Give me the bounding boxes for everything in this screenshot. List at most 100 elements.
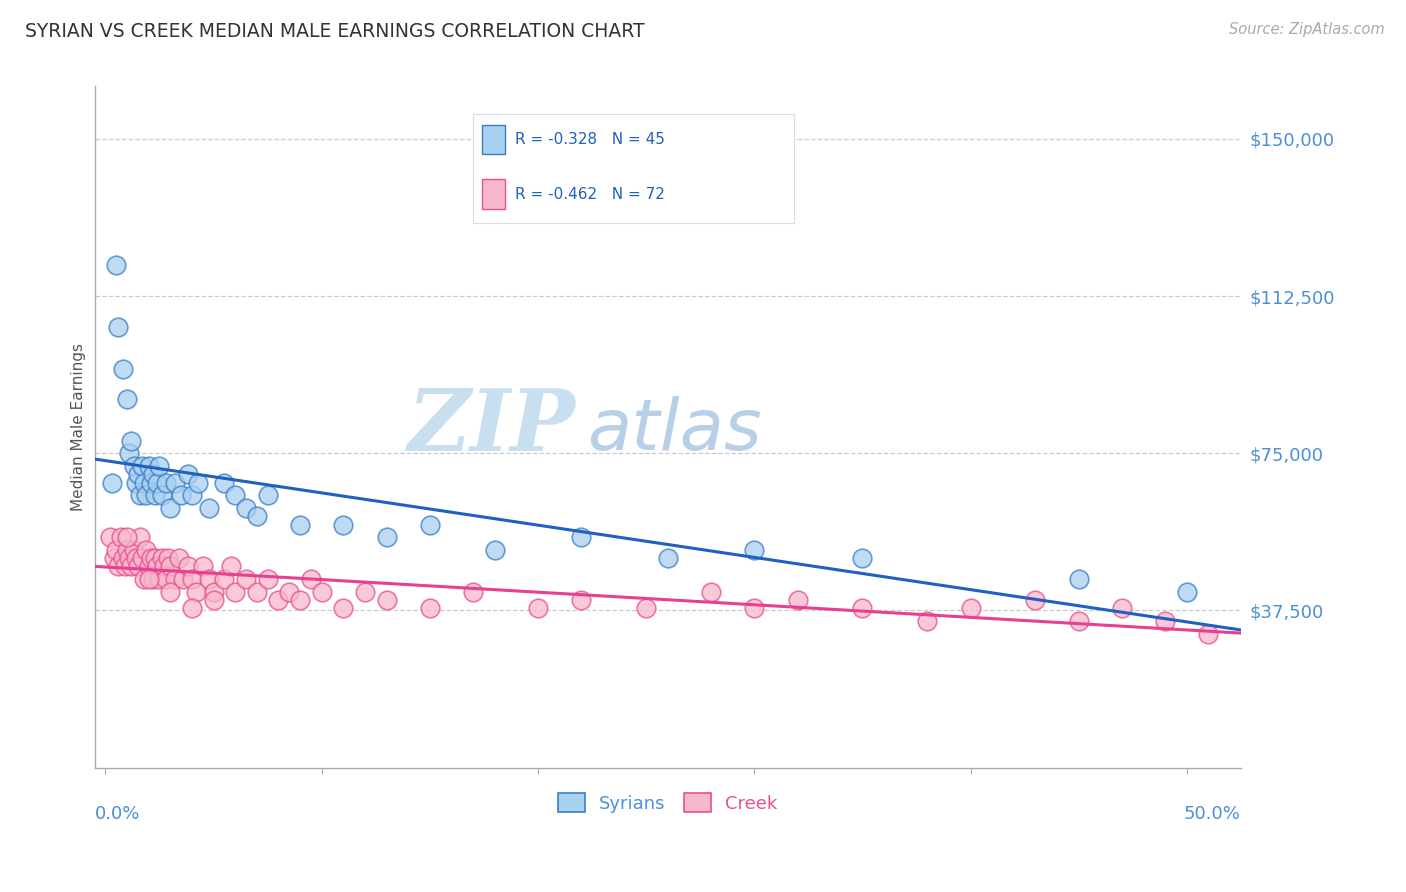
Point [155,572,177,586]
Point [124,475,146,490]
Point [235,572,257,586]
Point [214,572,236,586]
Point [127,467,149,482]
Point [148,572,170,586]
Point [224,584,246,599]
Point [267,593,290,607]
Point [155,475,177,490]
Point [146,475,169,490]
Point [742,542,765,557]
Point [139,551,162,566]
Point [120,559,142,574]
Point [202,584,225,599]
Point [148,458,170,473]
Point [105,542,128,557]
Point [146,559,169,574]
Text: atlas: atlas [588,396,762,465]
Point [1175,584,1198,599]
Point [786,593,808,607]
Point [851,551,873,566]
Point [375,530,398,544]
Point [163,475,186,490]
Point [134,475,156,490]
Point [118,551,141,566]
Point [354,584,377,599]
Point [959,601,981,615]
Point [187,475,209,490]
Point [170,488,193,502]
Point [107,320,129,334]
Point [115,542,138,557]
Point [103,551,125,566]
Point [135,488,157,502]
Point [186,584,208,599]
Point [176,559,198,574]
Point [202,593,225,607]
Point [135,542,157,557]
Point [129,488,152,502]
Point [122,542,145,557]
Point [569,530,592,544]
Y-axis label: Median Male Earnings: Median Male Earnings [72,343,86,511]
Point [256,572,278,586]
Point [120,434,142,448]
Point [224,488,246,502]
Point [657,551,679,566]
Point [461,584,484,599]
Text: ZIP: ZIP [408,385,576,469]
Text: 50.0%: 50.0% [1184,805,1241,823]
Point [851,601,873,615]
Point [142,572,165,586]
Point [527,601,550,615]
Point [114,559,136,574]
Point [219,559,242,574]
Point [115,392,138,406]
Legend: Syrians, Creek: Syrians, Creek [551,786,785,820]
Text: 0.0%: 0.0% [94,805,141,823]
Point [131,551,153,566]
Point [180,572,202,586]
Point [1198,626,1220,640]
Point [288,517,311,532]
Point [139,475,162,490]
Point [246,509,269,524]
Point [299,572,322,586]
Point [138,572,160,586]
Point [124,551,146,566]
Point [122,458,145,473]
Point [214,475,236,490]
Point [101,475,124,490]
Point [167,551,190,566]
Point [110,530,132,544]
Point [98,530,121,544]
Point [152,559,174,574]
Point [150,551,173,566]
Text: Source: ZipAtlas.com: Source: ZipAtlas.com [1229,22,1385,37]
Point [246,584,269,599]
Point [235,500,257,515]
Point [198,572,221,586]
Point [198,500,221,515]
Point [742,601,765,615]
Point [1067,572,1090,586]
Point [636,601,658,615]
Point [256,488,278,502]
Point [1111,601,1133,615]
Point [1154,614,1177,628]
Point [118,446,141,460]
Point [131,458,153,473]
Point [138,559,160,574]
Point [157,551,180,566]
Point [176,467,198,482]
Point [159,500,181,515]
Point [332,601,354,615]
Point [150,488,173,502]
Point [191,559,214,574]
Point [569,593,592,607]
Point [1024,593,1046,607]
Point [107,559,129,574]
Point [278,584,301,599]
Point [1067,614,1090,628]
Point [700,584,723,599]
Point [115,530,138,544]
